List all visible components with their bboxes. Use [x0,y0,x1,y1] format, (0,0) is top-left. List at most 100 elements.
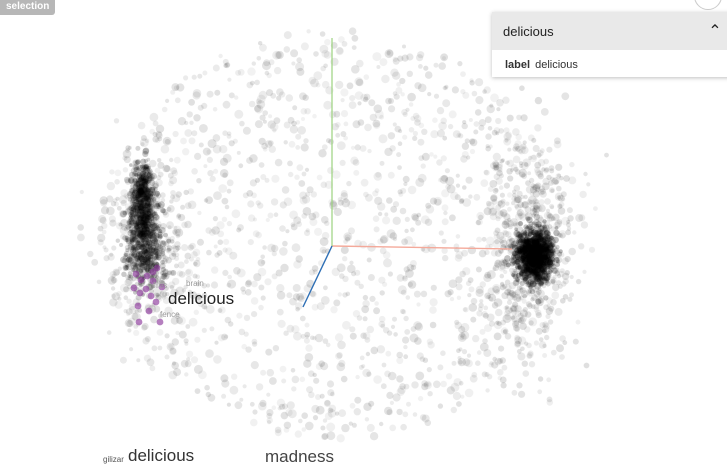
data-point[interactable] [363,93,371,101]
data-point[interactable] [530,229,537,235]
data-point[interactable] [127,274,132,279]
data-point[interactable] [127,242,133,247]
data-point[interactable] [120,199,127,206]
data-point[interactable] [541,284,547,289]
data-point[interactable] [136,215,144,222]
data-point[interactable] [153,292,160,299]
data-point[interactable] [380,235,389,244]
data-point[interactable] [526,279,535,289]
data-point[interactable] [137,200,144,207]
data-point[interactable] [147,233,154,239]
data-point[interactable] [535,297,545,307]
data-point[interactable] [449,214,456,222]
data-point[interactable] [440,350,446,357]
data-point[interactable] [475,78,484,87]
data-point[interactable] [522,259,527,265]
data-point[interactable] [379,421,384,427]
data-point[interactable] [146,230,154,238]
data-point[interactable] [532,183,541,191]
data-point[interactable] [491,129,498,136]
data-point[interactable] [217,230,225,238]
data-point[interactable] [150,226,155,232]
data-point[interactable] [146,239,154,247]
data-point[interactable] [140,244,145,249]
data-point[interactable] [524,246,531,252]
data-point[interactable] [544,264,550,270]
data-point[interactable] [193,261,198,266]
data-point[interactable] [520,272,526,277]
data-point[interactable] [164,286,169,291]
data-point[interactable] [143,179,152,187]
data-point[interactable] [128,220,132,225]
data-point[interactable] [354,91,364,100]
data-point[interactable] [143,226,149,232]
data-point[interactable] [478,214,484,220]
data-point[interactable] [143,249,150,256]
data-point[interactable] [340,98,345,103]
data-point[interactable] [137,255,143,260]
data-point[interactable] [196,296,205,305]
data-point[interactable] [142,256,149,263]
data-point[interactable] [258,401,267,411]
data-point[interactable] [139,232,144,237]
data-point[interactable] [510,315,516,320]
data-point[interactable] [140,164,146,170]
data-point[interactable] [127,243,135,250]
data-point[interactable] [267,120,276,129]
data-point[interactable] [148,202,154,208]
data-point[interactable] [542,256,550,263]
data-point[interactable] [168,180,174,187]
data-point[interactable] [535,258,540,262]
data-point[interactable] [128,187,135,194]
data-point[interactable] [140,255,144,259]
data-point[interactable] [348,27,357,35]
data-point[interactable] [129,213,136,220]
data-point[interactable] [268,59,275,66]
data-point[interactable] [145,195,150,200]
data-point[interactable] [145,250,153,258]
data-point[interactable] [302,94,309,101]
data-point[interactable] [152,222,157,227]
data-point[interactable] [401,309,407,315]
data-point[interactable] [536,261,544,269]
data-point[interactable] [410,116,416,121]
data-point[interactable] [513,268,518,273]
data-point[interactable] [457,356,462,360]
data-point[interactable] [486,270,496,280]
data-point[interactable] [532,244,537,250]
data-point[interactable] [109,298,118,307]
data-point[interactable] [129,209,135,215]
data-point[interactable] [258,41,263,46]
data-point[interactable] [543,304,549,311]
data-point[interactable] [522,246,529,252]
data-point[interactable] [148,201,153,206]
data-point[interactable] [142,193,148,199]
data-point[interactable] [152,233,157,239]
data-point[interactable] [462,267,471,276]
data-point[interactable] [422,357,429,363]
data-point[interactable] [140,220,146,226]
data-point[interactable] [138,243,144,250]
data-point[interactable] [157,235,163,240]
data-point[interactable] [191,74,197,80]
data-point[interactable] [297,126,307,135]
data-point[interactable] [518,168,527,178]
data-point[interactable] [133,255,140,263]
data-point[interactable] [468,118,473,122]
data-point[interactable] [532,232,539,239]
data-point[interactable] [542,243,549,250]
data-point[interactable] [159,275,165,281]
data-point[interactable] [301,412,309,420]
data-point[interactable] [170,89,176,95]
data-point[interactable] [505,231,512,238]
data-point[interactable] [145,196,150,201]
data-point[interactable] [528,250,533,256]
data-point[interactable] [319,246,327,254]
data-point[interactable] [495,259,502,266]
data-point[interactable] [380,383,387,390]
data-point[interactable] [132,205,137,210]
data-point[interactable] [97,225,104,232]
data-point[interactable] [144,214,149,219]
data-point[interactable] [378,134,388,144]
data-point[interactable] [165,292,170,297]
